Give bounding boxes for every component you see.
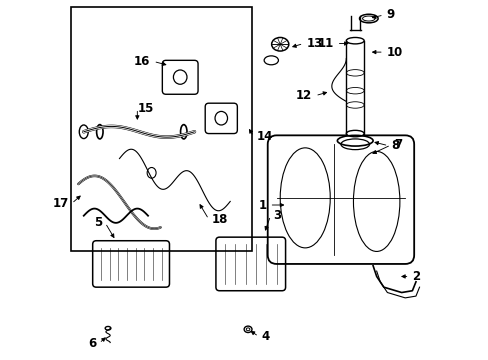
Text: 14: 14 <box>256 130 272 143</box>
Text: 17: 17 <box>52 197 69 210</box>
Text: 3: 3 <box>273 209 281 222</box>
Ellipse shape <box>346 87 364 94</box>
Ellipse shape <box>346 102 364 108</box>
Text: 1: 1 <box>258 198 266 212</box>
Text: 5: 5 <box>94 216 102 229</box>
Text: 13: 13 <box>305 37 322 50</box>
Text: 9: 9 <box>386 9 394 22</box>
Text: 8: 8 <box>390 139 399 152</box>
Ellipse shape <box>346 69 364 76</box>
Ellipse shape <box>346 37 364 44</box>
Text: 4: 4 <box>261 330 269 343</box>
Text: 18: 18 <box>211 213 227 226</box>
Ellipse shape <box>340 139 369 150</box>
Text: 7: 7 <box>393 139 401 152</box>
Text: 2: 2 <box>411 270 420 283</box>
Text: 15: 15 <box>137 102 153 115</box>
Text: 16: 16 <box>134 55 150 68</box>
Text: 10: 10 <box>386 46 402 59</box>
Text: 6: 6 <box>88 337 96 350</box>
Ellipse shape <box>105 327 111 330</box>
Text: 11: 11 <box>317 37 333 50</box>
Ellipse shape <box>346 130 364 137</box>
Text: 12: 12 <box>296 89 312 102</box>
Bar <box>71 7 251 251</box>
